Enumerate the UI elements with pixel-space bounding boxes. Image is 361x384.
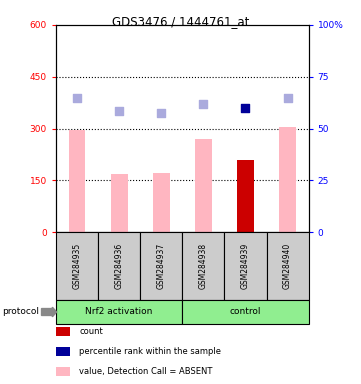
- Text: protocol: protocol: [2, 308, 39, 316]
- Bar: [279, 127, 296, 232]
- Text: GSM284936: GSM284936: [115, 243, 123, 289]
- Bar: [69, 131, 86, 232]
- Text: count: count: [79, 327, 103, 336]
- Point: [200, 101, 206, 108]
- Point: [243, 105, 248, 111]
- Point: [158, 110, 164, 116]
- Bar: [111, 174, 127, 232]
- Point: [285, 94, 291, 101]
- Text: value, Detection Call = ABSENT: value, Detection Call = ABSENT: [79, 367, 213, 376]
- Text: percentile rank within the sample: percentile rank within the sample: [79, 347, 221, 356]
- Point: [74, 94, 80, 101]
- Text: GSM284935: GSM284935: [73, 243, 82, 289]
- Bar: [237, 160, 254, 232]
- Bar: [195, 139, 212, 232]
- Bar: [153, 172, 170, 232]
- Text: GSM284938: GSM284938: [199, 243, 208, 289]
- Text: GSM284937: GSM284937: [157, 243, 166, 289]
- Text: Nrf2 activation: Nrf2 activation: [86, 308, 153, 316]
- Text: GSM284940: GSM284940: [283, 243, 292, 289]
- Point: [116, 108, 122, 114]
- Text: control: control: [230, 308, 261, 316]
- Text: GSM284939: GSM284939: [241, 243, 250, 289]
- Text: GDS3476 / 1444761_at: GDS3476 / 1444761_at: [112, 15, 249, 28]
